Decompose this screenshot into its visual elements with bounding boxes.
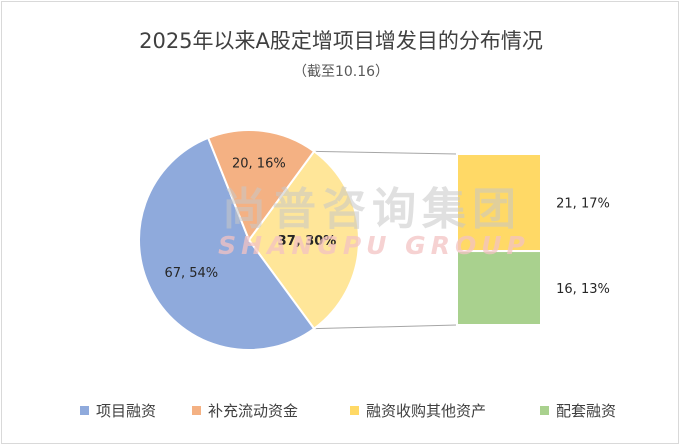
data-labels: 67, 54% 20, 16% 37, 30% 21, 17% 16, 13% [164,157,609,297]
legend-label: 补充流动资金 [208,402,298,420]
pie-slice-other [247,149,360,331]
legend-swatch [80,406,89,415]
watermark: 尚普咨询集团 SHANGPU GROUP [218,184,530,260]
chart-title: 2025年以来A股定增项目增发目的分布情况 [139,29,543,53]
data-label: 20, 16% [232,157,286,172]
breakdown-bar [456,153,542,326]
data-label: 67, 54% [164,266,218,281]
connector-lines [314,150,458,330]
legend-swatch [192,406,201,415]
legend: 项目融资 补充流动资金 融资收购其他资产 配套融资 [80,402,616,420]
connector-line [314,324,458,330]
connector-line [314,150,458,155]
legend-label: 项目融资 [96,402,156,420]
bar-segment [456,250,542,326]
legend-label: 配套融资 [556,402,616,420]
pie [138,129,360,351]
data-label: 16, 13% [556,282,610,297]
data-label: 21, 17% [556,197,610,212]
pie-slice [206,129,316,243]
data-label: 37, 30% [278,234,337,249]
legend-swatch [350,406,359,415]
watermark-en: SHANGPU GROUP [218,231,530,260]
legend-label: 融资收购其他资产 [366,402,486,420]
pie-slice [138,136,316,351]
legend-swatch [540,406,549,415]
watermark-cn: 尚普咨询集团 [222,184,522,235]
chart-subtitle: （截至10.16） [293,64,389,80]
